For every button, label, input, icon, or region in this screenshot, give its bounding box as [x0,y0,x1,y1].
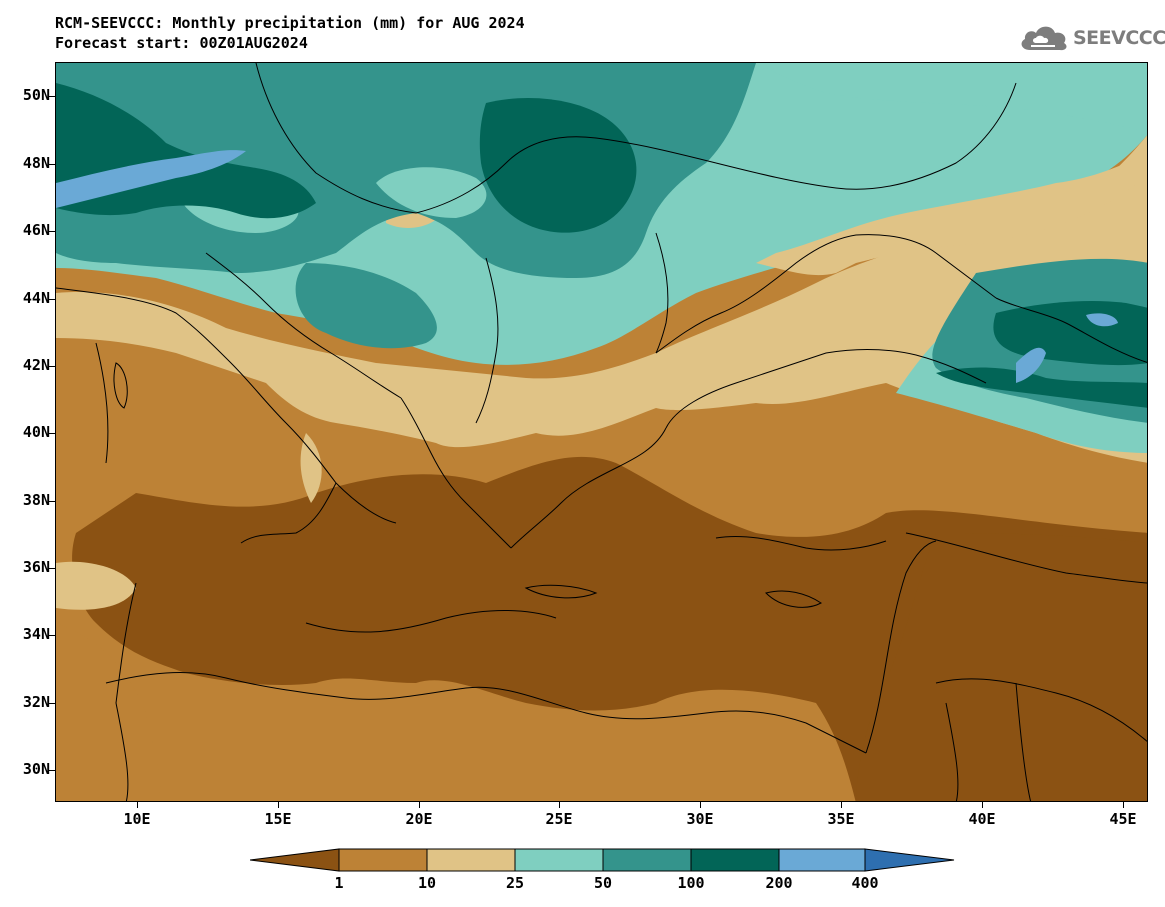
colorbar-label-400: 400 [851,874,879,892]
colorbar-segment-6 [778,848,866,872]
lat-tick [49,231,55,232]
forecast-start-label: Forecast start: 00Z01AUG2024 [55,34,308,52]
lat-tick [49,366,55,367]
lon-label-35e: 35E [827,810,855,828]
lon-tick [982,802,983,808]
lon-label-15e: 15E [264,810,292,828]
lat-label-48n: 48N [22,154,50,172]
colorbar-segment-0 [250,848,340,872]
colorbar-segment-3 [514,848,604,872]
logo-text: SEEVCCC [1073,27,1165,49]
colorbar-label-25: 25 [505,874,525,892]
band-200-400-caucasus [1016,347,1046,383]
colorbar-label-50: 50 [593,874,613,892]
band-10-25-tunisia [56,561,136,610]
lat-tick [49,568,55,569]
colorbar-label-200: 200 [765,874,793,892]
lon-tick [1123,802,1124,808]
band-25-50-ukraine [756,63,1147,133]
band-100-200-carpathians [479,98,637,233]
colorbar-segment-2 [426,848,516,872]
lon-tick [278,802,279,808]
lon-tick [559,802,560,808]
lat-label-36n: 36N [22,558,50,576]
lon-tick [137,802,138,808]
lat-label-30n: 30N [22,760,50,778]
precipitation-map [55,62,1148,802]
band-below-1-east [856,533,1147,801]
band-10-25 [56,135,1147,463]
lat-label-46n: 46N [22,221,50,239]
lon-tick [841,802,842,808]
lat-tick [49,635,55,636]
lon-label-45e: 45E [1109,810,1137,828]
lat-tick [49,770,55,771]
map-canvas [56,63,1147,801]
lat-label-40n: 40N [22,423,50,441]
colorbar-segment-4 [602,848,692,872]
lat-label-34n: 34N [22,625,50,643]
colorbar-segment-7 [864,848,955,872]
lon-label-10e: 10E [123,810,151,828]
colorbar-segment-5 [690,848,780,872]
lat-tick [49,501,55,502]
cloud-icon [1021,26,1067,51]
band-100-200-turkey-ne [936,367,1147,408]
lat-tick [49,703,55,704]
lat-label-42n: 42N [22,356,50,374]
band-10-25-crimea [756,153,1147,276]
coastlines-and-borders [56,63,1147,801]
band-1-10-west [56,623,161,801]
colorbar-label-1: 1 [334,874,344,892]
lon-label-20e: 20E [405,810,433,828]
colorbar [250,848,955,872]
lon-tick [419,802,420,808]
map-title: RCM-SEEVCCC: Monthly precipitation (mm) … [55,14,525,32]
band-50-100-bosnia [295,263,437,349]
lat-label-44n: 44N [22,289,50,307]
colorbar-label-10: 10 [417,874,437,892]
lat-label-32n: 32N [22,693,50,711]
colorbar-segment-1 [338,848,428,872]
lon-label-25e: 25E [545,810,573,828]
band-10-25-italy [300,433,322,503]
band-200-400-alps [56,150,246,208]
lat-label-50n: 50N [22,86,50,104]
lat-tick [49,96,55,97]
lat-tick [49,299,55,300]
colorbar-label-100: 100 [677,874,705,892]
seevccc-logo: SEEVCCC [1018,22,1165,54]
band-25-50-austria [376,167,487,218]
lon-label-30e: 30E [686,810,714,828]
lon-tick [700,802,701,808]
lat-label-38n: 38N [22,491,50,509]
band-200-400-georgia [1086,313,1118,327]
lon-label-40e: 40E [968,810,996,828]
lat-tick [49,164,55,165]
lat-tick [49,433,55,434]
